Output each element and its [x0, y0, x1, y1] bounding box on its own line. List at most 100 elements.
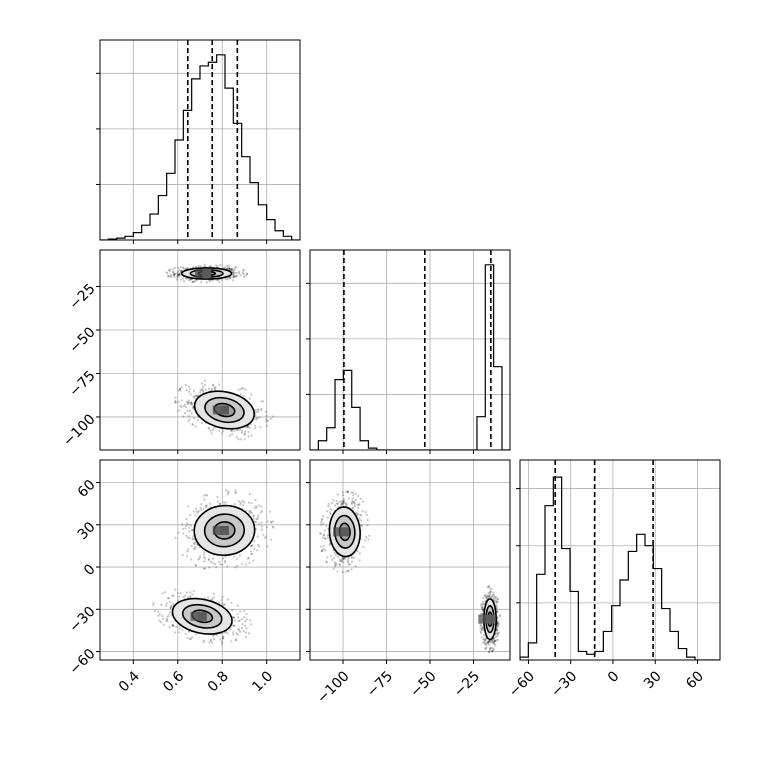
sample-point: [347, 490, 350, 493]
sample-point: [222, 603, 225, 606]
sample-point: [485, 638, 488, 641]
sample-point: [245, 509, 248, 512]
sample-point: [232, 616, 236, 619]
sample-point: [258, 545, 261, 548]
sample-point: [347, 563, 350, 566]
sample-point: [170, 273, 173, 276]
sample-point: [209, 429, 212, 432]
sample-point: [221, 602, 224, 605]
sample-point: [169, 274, 172, 278]
sample-point: [220, 640, 224, 643]
y-tick-label: −100: [60, 411, 99, 450]
sample-point: [484, 593, 487, 596]
sample-point: [178, 275, 181, 278]
sample-point: [191, 423, 194, 426]
y-tick-label: −75: [66, 368, 98, 400]
x-tick-label: 1.0: [249, 668, 276, 695]
sample-point: [342, 501, 345, 504]
sample-point: [228, 267, 231, 270]
sample-point: [248, 561, 251, 564]
sample-point: [217, 281, 221, 284]
sample-point: [196, 394, 199, 398]
sample-point: [365, 536, 368, 539]
density-peak: [197, 611, 207, 621]
sample-point: [233, 268, 236, 271]
sample-point: [175, 272, 179, 275]
sample-point: [178, 627, 181, 630]
sample-point: [487, 594, 490, 597]
sample-point: [230, 429, 233, 432]
sample-point: [220, 642, 224, 645]
sample-point: [164, 591, 167, 594]
sample-point: [484, 647, 487, 650]
sample-point: [235, 271, 238, 274]
sample-point: [247, 501, 250, 504]
sample-point: [195, 279, 198, 282]
sample-point: [361, 500, 365, 503]
sample-point: [237, 616, 240, 619]
sample-point: [359, 513, 362, 517]
sample-point: [239, 388, 242, 391]
sample-point: [269, 538, 272, 541]
sample-point: [492, 591, 495, 594]
sample-point: [351, 497, 354, 500]
sample-point: [254, 409, 257, 412]
sample-point: [216, 500, 219, 503]
sample-point: [245, 612, 248, 616]
sample-point: [203, 567, 206, 570]
sample-point: [345, 503, 348, 507]
sample-point: [272, 526, 275, 529]
sample-point: [272, 520, 275, 523]
sample-point: [480, 629, 483, 632]
sample-point: [341, 558, 344, 561]
sample-point: [358, 517, 361, 520]
sample-point: [249, 550, 253, 553]
sample-point: [180, 405, 183, 408]
sample-point: [187, 385, 190, 388]
sample-point: [174, 272, 177, 275]
sample-point: [489, 649, 492, 652]
sample-point: [203, 560, 206, 563]
sample-point: [327, 502, 330, 505]
scatter-panel-p0-p2: 0.4 0.6 0.8 1.0 −60 −30 0 30 60: [66, 459, 301, 695]
sample-point: [185, 400, 188, 403]
sample-point: [357, 503, 360, 507]
sample-point: [174, 536, 177, 539]
sample-point: [187, 630, 191, 633]
density-cell: [212, 405, 220, 415]
sample-point: [365, 513, 368, 517]
sample-point: [221, 595, 224, 598]
sample-point: [203, 553, 206, 556]
sample-point: [235, 639, 238, 642]
sample-point: [235, 491, 238, 494]
sample-point: [362, 545, 365, 548]
sample-point: [495, 607, 498, 610]
sample-point: [325, 510, 329, 513]
sample-point: [265, 526, 268, 529]
sample-point: [203, 379, 207, 382]
sample-point: [265, 414, 268, 417]
sample-point: [340, 559, 343, 562]
sample-point: [184, 403, 187, 406]
sample-point: [255, 416, 258, 420]
sample-point: [182, 415, 185, 418]
sample-point: [184, 632, 187, 635]
sample-point: [248, 397, 251, 400]
density-cell: [478, 614, 486, 624]
sample-point: [237, 388, 240, 391]
sample-point: [212, 592, 216, 595]
histogram-step-line: [520, 476, 720, 660]
sample-point: [347, 556, 350, 559]
sample-point: [351, 507, 354, 510]
sample-point: [203, 567, 206, 570]
sample-point: [333, 557, 336, 560]
sample-point: [233, 555, 236, 558]
sample-point: [242, 504, 245, 507]
sample-point: [353, 502, 356, 505]
sample-point: [243, 610, 246, 613]
sample-point: [482, 641, 485, 644]
sample-point: [242, 630, 245, 633]
sample-point: [358, 559, 361, 562]
grid-lines-x: [528, 460, 698, 660]
sample-point: [367, 538, 370, 541]
